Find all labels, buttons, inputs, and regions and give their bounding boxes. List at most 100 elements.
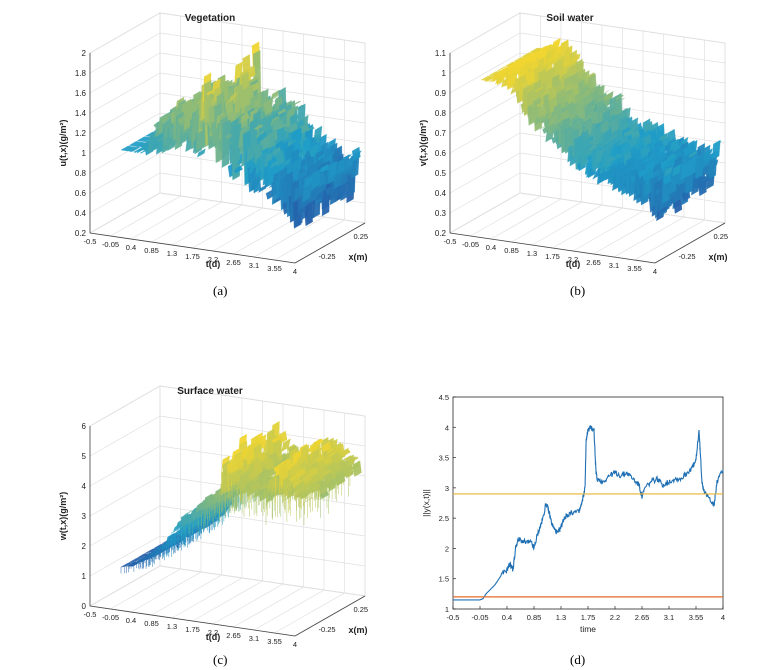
x-tick-label: 2.65 xyxy=(586,258,601,267)
surface-patch xyxy=(240,112,250,123)
surface-patch xyxy=(522,52,532,57)
y-tick-label: 1.5 xyxy=(439,575,449,584)
x-tick-label: 3.55 xyxy=(267,637,282,646)
z-tick-label: 1 xyxy=(442,69,447,78)
surface-patch xyxy=(600,90,610,96)
surface-patch xyxy=(325,185,334,196)
surface-patch xyxy=(534,86,544,93)
x-tick-label: 4 xyxy=(293,640,297,648)
surface-patch xyxy=(343,153,353,159)
z-tick-label: 0.8 xyxy=(435,109,447,118)
surface-patch xyxy=(574,96,585,101)
y-tick-label: -0.25 xyxy=(679,252,696,261)
x-tick-label: 1.75 xyxy=(185,252,200,261)
chart-svg: 0 1 2 3 4 5 6 -0.5 -0.05 0.4 0.85 1.3 1.75 2.2 2.65 3.1… xyxy=(58,385,369,649)
surface-patch xyxy=(261,134,271,151)
x-tick-label: -0.5 xyxy=(447,613,460,622)
depth-axis xyxy=(294,595,366,637)
y-tick-label: 4 xyxy=(445,423,449,432)
y-tick-label: 0.25 xyxy=(354,605,369,614)
surface-patch xyxy=(547,56,557,62)
z-tick-label: 0.2 xyxy=(435,229,447,238)
z-tick-label: 0.2 xyxy=(75,229,87,238)
x-tick-label: 2.2 xyxy=(568,255,578,264)
chart-title: Surface water xyxy=(177,386,243,397)
surface-patch xyxy=(540,114,550,121)
surface-patch xyxy=(241,445,251,460)
surface-patch xyxy=(502,66,512,72)
x-tick-label: -0.05 xyxy=(471,613,488,622)
surface-patch xyxy=(695,159,705,176)
surface-patch xyxy=(297,149,307,158)
x-tick-label: 2.65 xyxy=(226,258,241,267)
y-tick-label: 0.25 xyxy=(714,232,729,241)
x-tick-label: 2.2 xyxy=(610,613,620,622)
surface-patch xyxy=(132,146,141,152)
surface-patch xyxy=(311,483,321,490)
y-tick-label: 3 xyxy=(445,484,449,493)
surface-patch xyxy=(537,104,547,119)
grid-line-t xyxy=(192,28,263,249)
z-tick-label: 0.9 xyxy=(435,89,447,98)
x-tick-label: 0.85 xyxy=(504,246,519,255)
x-tick-label: -0.05 xyxy=(462,240,479,249)
surface-patch xyxy=(600,120,610,134)
surface-patch xyxy=(585,97,595,103)
surface-patch xyxy=(526,68,536,86)
z-tick-label: 0.6 xyxy=(435,149,447,158)
x-tick-label: 0.4 xyxy=(126,243,136,252)
chart-svg: -0.5 -0.05 0.4 0.85 1.3 1.75 2.2 2.65 3.1 3.55 4 1 1… xyxy=(421,393,725,634)
norm-series xyxy=(453,425,724,601)
surface-patch xyxy=(296,467,307,478)
chart-svg: 0.2 0.3 0.4 0.5 0.6 0.7 0.8 0.9 1 1.1 -0.5 -0.05 0.4… xyxy=(418,12,729,276)
y-axis-label: x(m) xyxy=(348,625,367,635)
surface-patch xyxy=(197,148,206,158)
surface-patch xyxy=(246,144,255,163)
caption-b: (b) xyxy=(570,283,586,298)
z-tick-label: 0.4 xyxy=(75,209,87,218)
surface-patch xyxy=(291,100,302,106)
z-tick-label: 0.6 xyxy=(75,189,87,198)
z-tick-label: 0.5 xyxy=(435,169,447,178)
surface-water-chart: 0 1 2 3 4 5 6 -0.5 -0.05 0.4 0.85 1.3 1.75 2.2 2.65 3.1… xyxy=(40,378,380,649)
z-tick-label: 6 xyxy=(82,422,87,431)
surface-patch xyxy=(281,438,291,452)
z-tick-label: 0 xyxy=(82,602,87,611)
surface-patch xyxy=(616,97,625,104)
x-tick-label: 3.1 xyxy=(664,613,674,622)
x-tick-label: 0.4 xyxy=(126,616,136,625)
z-axis-label: v(t,x)(g/m²) xyxy=(418,120,428,167)
surface-patch xyxy=(259,482,269,488)
x-tick-label: 1.3 xyxy=(167,249,177,258)
grid-line-t xyxy=(110,389,181,610)
surface-patch xyxy=(225,490,235,496)
surface-patch xyxy=(318,183,327,194)
x-tick-label: 0.85 xyxy=(144,619,159,628)
surface-patch xyxy=(160,114,170,124)
grid-line-t xyxy=(572,31,644,252)
grid-line-t xyxy=(130,392,202,613)
x-tick-label: 1.3 xyxy=(527,249,537,258)
grid-line-t xyxy=(89,386,161,607)
surface-patch xyxy=(270,159,280,169)
y-axis-label: ||y(x,t)|| xyxy=(421,489,431,517)
y-tick-label: -0.25 xyxy=(319,625,336,634)
surface-patch xyxy=(349,456,359,463)
surface-patch xyxy=(254,124,264,131)
surface-patch xyxy=(124,561,134,567)
grid-line-t xyxy=(531,25,603,246)
surface-patch xyxy=(696,162,706,168)
z-axis-label: w(t,x)(g/m²) xyxy=(58,492,68,542)
surface-patch xyxy=(312,138,322,144)
surface-patch xyxy=(206,89,215,96)
z-tick-label: 0.4 xyxy=(435,189,447,198)
surface-patch xyxy=(488,71,498,76)
z-tick-label: 1.1 xyxy=(435,49,447,58)
surface-patch xyxy=(513,57,522,62)
surface-patch xyxy=(303,497,313,503)
surface-patch xyxy=(615,94,624,100)
surface-patch xyxy=(138,556,148,561)
z-tick-label: 1.6 xyxy=(75,89,87,98)
x-tick-label: -0.05 xyxy=(102,240,119,249)
z-tick-label: 1 xyxy=(82,149,87,158)
